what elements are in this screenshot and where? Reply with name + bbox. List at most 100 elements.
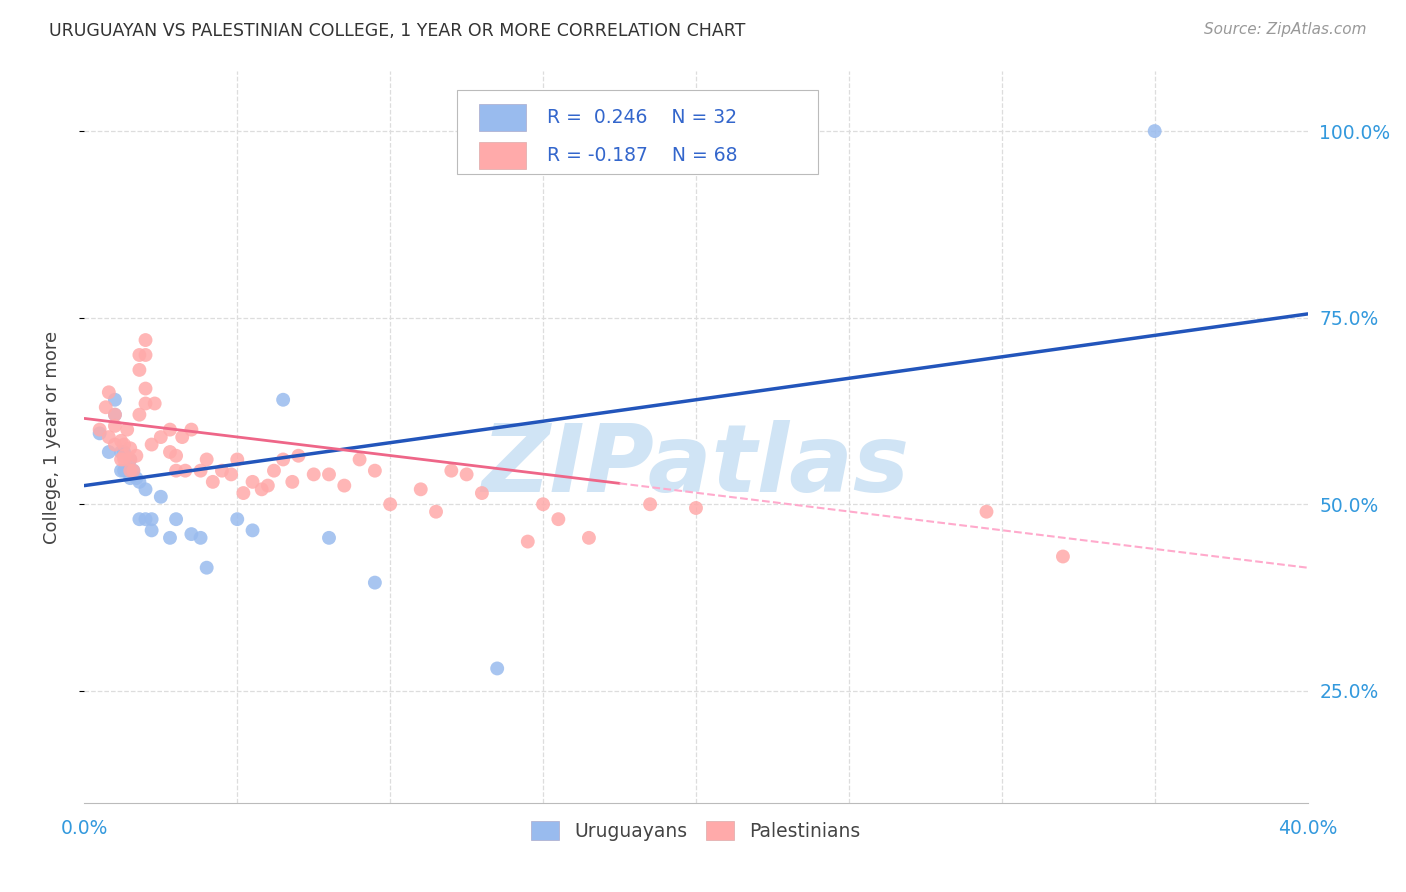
- Point: [242, 475, 264, 489]
- Point: [128, 363, 150, 377]
- Point: [104, 408, 127, 422]
- Point: [112, 445, 135, 459]
- Text: ZIPatlas: ZIPatlas: [482, 420, 910, 512]
- Point: [516, 534, 538, 549]
- Point: [1143, 124, 1166, 138]
- Point: [456, 467, 478, 482]
- Point: [685, 500, 707, 515]
- Point: [165, 449, 187, 463]
- Point: [250, 483, 273, 497]
- Point: [125, 449, 148, 463]
- Point: [120, 464, 142, 478]
- Point: [409, 483, 432, 497]
- Point: [242, 524, 264, 538]
- Point: [89, 423, 111, 437]
- Point: [143, 396, 166, 410]
- Point: [97, 385, 120, 400]
- Point: [141, 437, 163, 451]
- Point: [128, 408, 150, 422]
- Point: [471, 486, 494, 500]
- Point: [425, 505, 447, 519]
- Point: [486, 661, 509, 675]
- Point: [122, 464, 145, 478]
- Y-axis label: College, 1 year or more: College, 1 year or more: [42, 331, 60, 543]
- Point: [440, 464, 463, 478]
- Point: [364, 575, 387, 590]
- Point: [135, 348, 157, 362]
- Point: [125, 471, 148, 485]
- Legend: Uruguayans, Palestinians: Uruguayans, Palestinians: [524, 814, 868, 848]
- Point: [174, 464, 197, 478]
- Point: [112, 464, 135, 478]
- Point: [226, 452, 249, 467]
- Point: [110, 434, 132, 448]
- Point: [112, 437, 135, 451]
- Text: R =  0.246    N = 32: R = 0.246 N = 32: [547, 108, 737, 127]
- Point: [302, 467, 325, 482]
- Point: [281, 475, 304, 489]
- Point: [115, 423, 138, 437]
- Point: [263, 464, 285, 478]
- Point: [165, 512, 187, 526]
- Point: [104, 408, 127, 422]
- Point: [318, 467, 340, 482]
- Point: [531, 497, 554, 511]
- Point: [232, 486, 254, 500]
- Text: URUGUAYAN VS PALESTINIAN COLLEGE, 1 YEAR OR MORE CORRELATION CHART: URUGUAYAN VS PALESTINIAN COLLEGE, 1 YEAR…: [49, 22, 745, 40]
- Point: [172, 430, 194, 444]
- Point: [211, 464, 233, 478]
- Point: [578, 531, 600, 545]
- Point: [97, 430, 120, 444]
- Point: [120, 471, 142, 485]
- Point: [149, 430, 172, 444]
- Point: [120, 452, 142, 467]
- Point: [257, 478, 280, 492]
- Point: [135, 333, 157, 347]
- FancyBboxPatch shape: [457, 90, 818, 174]
- Point: [135, 483, 157, 497]
- Point: [159, 423, 181, 437]
- Point: [120, 464, 142, 478]
- Point: [638, 497, 661, 511]
- Point: [104, 418, 127, 433]
- Point: [94, 401, 117, 415]
- Point: [112, 449, 135, 463]
- Point: [128, 475, 150, 489]
- Point: [159, 531, 181, 545]
- Point: [149, 490, 172, 504]
- Point: [226, 512, 249, 526]
- Point: [190, 531, 212, 545]
- Point: [120, 452, 142, 467]
- Point: [180, 527, 202, 541]
- Point: [104, 392, 127, 407]
- Point: [349, 452, 371, 467]
- Point: [122, 464, 145, 478]
- Point: [219, 467, 242, 482]
- Point: [271, 452, 294, 467]
- Point: [104, 437, 127, 451]
- Point: [135, 396, 157, 410]
- Point: [120, 442, 142, 456]
- Point: [364, 464, 387, 478]
- Point: [165, 464, 187, 478]
- Point: [190, 464, 212, 478]
- Point: [201, 475, 224, 489]
- Point: [271, 392, 294, 407]
- Point: [128, 512, 150, 526]
- Point: [318, 531, 340, 545]
- Point: [380, 497, 402, 511]
- Point: [159, 445, 181, 459]
- Point: [89, 426, 111, 441]
- Point: [195, 452, 218, 467]
- Point: [180, 423, 202, 437]
- Text: R = -0.187    N = 68: R = -0.187 N = 68: [547, 146, 737, 165]
- Point: [333, 478, 356, 492]
- Point: [110, 445, 132, 459]
- Text: Source: ZipAtlas.com: Source: ZipAtlas.com: [1204, 22, 1367, 37]
- Point: [128, 348, 150, 362]
- Bar: [479, 142, 526, 169]
- Point: [112, 452, 135, 467]
- Point: [141, 524, 163, 538]
- Point: [287, 449, 309, 463]
- Point: [135, 512, 157, 526]
